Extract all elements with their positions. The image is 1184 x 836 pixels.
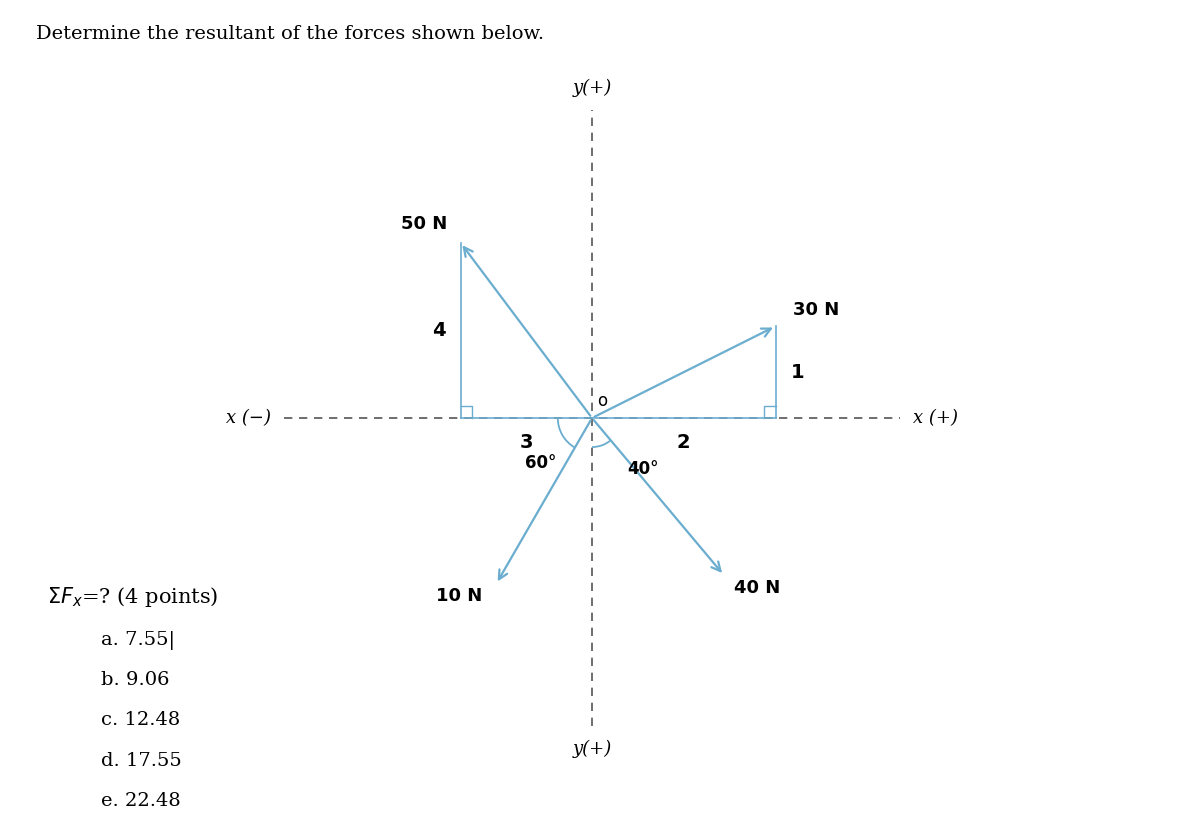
Text: 10 N: 10 N bbox=[437, 587, 483, 605]
Text: c. 12.48: c. 12.48 bbox=[101, 711, 180, 730]
Text: x (−): x (−) bbox=[225, 409, 270, 427]
Text: d. 17.55: d. 17.55 bbox=[101, 752, 181, 770]
Text: 30 N: 30 N bbox=[792, 302, 839, 319]
Text: Determine the resultant of the forces shown below.: Determine the resultant of the forces sh… bbox=[36, 25, 543, 43]
Text: o: o bbox=[598, 392, 607, 410]
Text: 40 N: 40 N bbox=[734, 579, 780, 597]
Text: 4: 4 bbox=[432, 321, 445, 340]
Text: b. 9.06: b. 9.06 bbox=[101, 671, 169, 690]
Text: 2: 2 bbox=[677, 433, 690, 452]
Text: a. 7.55|: a. 7.55| bbox=[101, 631, 175, 650]
Text: y(+): y(+) bbox=[572, 740, 612, 757]
Text: 1: 1 bbox=[791, 363, 804, 381]
Text: 50 N: 50 N bbox=[400, 215, 448, 232]
Text: x (+): x (+) bbox=[914, 409, 959, 427]
Text: 40°: 40° bbox=[628, 461, 659, 478]
Text: 60°: 60° bbox=[525, 454, 556, 472]
Text: $\Sigma F_x$=? (4 points): $\Sigma F_x$=? (4 points) bbox=[47, 585, 219, 609]
Text: 3: 3 bbox=[520, 433, 533, 452]
Text: y(+): y(+) bbox=[572, 79, 612, 96]
Text: e. 22.48: e. 22.48 bbox=[101, 792, 180, 810]
